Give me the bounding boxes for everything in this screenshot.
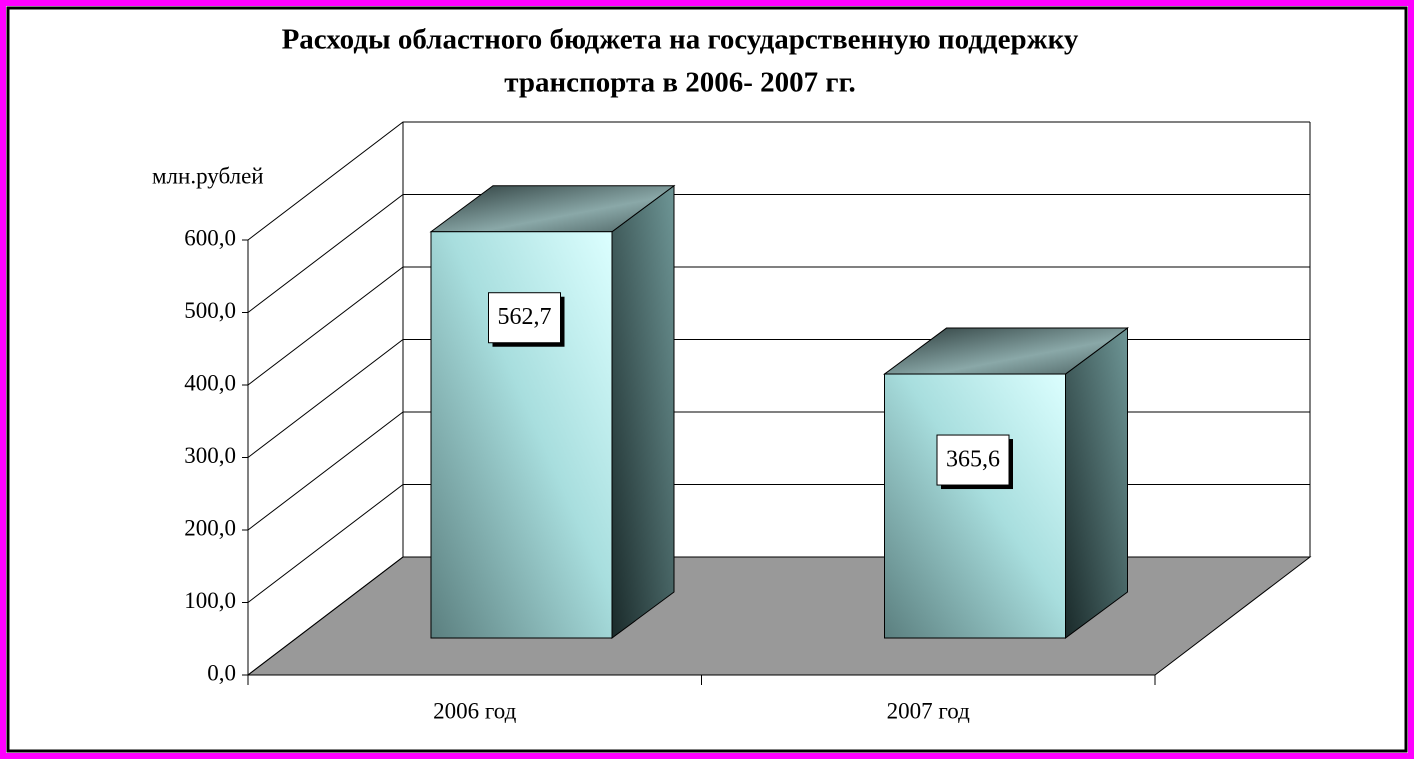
grid-line [247,121,1310,241]
bar-side [611,184,675,639]
x-tick-label: 2007 год [887,698,970,723]
x-tick-label: 2006 год [433,698,516,723]
frame-inner [6,6,1408,753]
y-tick-label: 100,0 [184,588,236,613]
chart-title: транспорта в 2006- 2007 гг. [504,67,856,99]
value-label: 562,7 [498,304,552,330]
value-label: 365,6 [946,447,1000,473]
y-tick-label: 500,0 [184,298,236,323]
y-tick-label: 300,0 [184,443,236,468]
grid-line [247,194,1310,313]
y-axis-label: млн.рублей [152,163,264,188]
floor [246,556,1312,676]
value-label-box [488,292,561,344]
grid-line [247,266,1310,386]
chart-title: Расходы областного бюджета на государств… [282,24,1079,56]
y-tick-label: 600,0 [184,225,236,250]
y-tick-label: 200,0 [184,515,236,540]
y-tick-label: 0,0 [207,660,236,685]
value-label-box [936,434,1010,486]
bar [884,373,1066,639]
bar-side [1065,327,1128,639]
plot: 0,0 100,0 200,0 300,0 400,0 500,0 600,0 562,7 20… [184,121,1312,723]
y-tick-label: 400,0 [184,370,236,395]
